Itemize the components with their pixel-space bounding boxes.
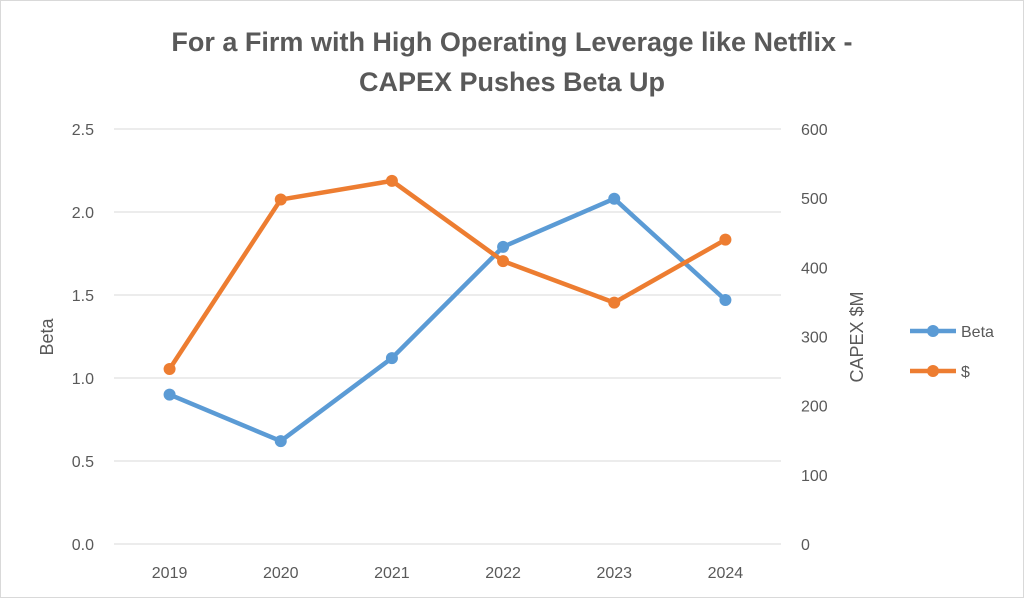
data-point bbox=[608, 192, 621, 205]
series-beta bbox=[163, 192, 732, 448]
y-left-tick-label: 0.0 bbox=[72, 537, 94, 554]
y-right-tick-label: 100 bbox=[801, 468, 828, 485]
y-right-tick-label: 300 bbox=[801, 330, 828, 347]
x-tick-label: 2021 bbox=[374, 565, 410, 582]
y-left-tick-label: 1.0 bbox=[72, 371, 94, 388]
legend: Beta $ bbox=[910, 324, 994, 381]
series-capex bbox=[163, 174, 732, 376]
data-point bbox=[497, 255, 510, 268]
data-point bbox=[163, 388, 176, 401]
axes: 0.0 0.5 1.0 1.5 2.0 2.5 0 100 200 300 400 500 600 201… bbox=[72, 122, 828, 582]
series-line bbox=[167, 196, 728, 444]
y-right-tick-label: 200 bbox=[801, 399, 828, 416]
y-axis-right-label: CAPEX $M bbox=[847, 291, 867, 382]
x-tick-label: 2022 bbox=[485, 565, 521, 582]
legend-item: $ bbox=[910, 364, 970, 381]
x-tick-label: 2024 bbox=[708, 565, 744, 582]
data-point bbox=[719, 233, 732, 246]
data-point bbox=[719, 293, 732, 306]
legend-swatch-marker bbox=[927, 365, 939, 377]
y-left-tick-label: 0.5 bbox=[72, 454, 94, 471]
series-layer bbox=[163, 174, 732, 448]
y-axis-left-label: Beta bbox=[37, 317, 57, 355]
x-tick-label: 2019 bbox=[152, 565, 188, 582]
chart-title-line-2: CAPEX Pushes Beta Up bbox=[359, 67, 665, 97]
data-point bbox=[274, 193, 287, 206]
y-left-tick-label: 2.0 bbox=[72, 205, 94, 222]
y-right-tick-label: 600 bbox=[801, 122, 828, 139]
legend-swatch-marker bbox=[927, 325, 939, 337]
x-tick-label: 2023 bbox=[596, 565, 632, 582]
data-point bbox=[274, 435, 287, 448]
data-point bbox=[385, 352, 398, 365]
gridlines bbox=[114, 128, 781, 462]
y-left-tick-label: 1.5 bbox=[72, 288, 94, 305]
y-left-tick-label: 2.5 bbox=[72, 122, 94, 139]
legend-label: Beta bbox=[961, 324, 994, 341]
data-point bbox=[608, 296, 621, 309]
series-line bbox=[167, 178, 728, 372]
y-right-tick-label: 500 bbox=[801, 191, 828, 208]
y-right-tick-label: 0 bbox=[801, 537, 810, 554]
x-tick-label: 2020 bbox=[263, 565, 299, 582]
data-point bbox=[163, 363, 176, 376]
chart-title-line-1: For a Firm with High Operating Leverage … bbox=[171, 27, 852, 57]
y-right-tick-label: 400 bbox=[801, 260, 828, 277]
legend-label: $ bbox=[961, 364, 970, 381]
data-point bbox=[497, 240, 510, 253]
data-point bbox=[385, 174, 398, 187]
legend-item: Beta bbox=[910, 324, 994, 341]
chart-title: For a Firm with High Operating Leverage … bbox=[171, 27, 852, 97]
